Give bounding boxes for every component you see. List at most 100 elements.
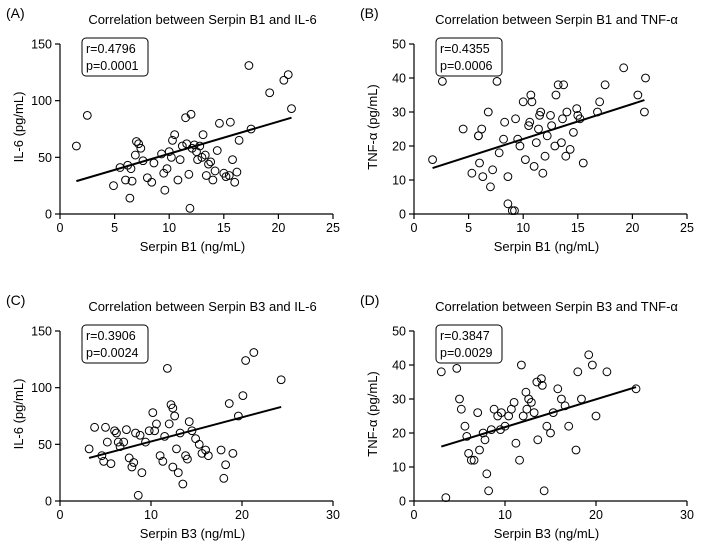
data-point [148,408,158,417]
regression-line [76,116,292,183]
y-tick-label: 40 [392,359,406,373]
data-point [185,203,195,213]
data-point [522,404,532,414]
x-tick-label: 5 [111,221,118,235]
panel-label: (A) [6,5,25,21]
data-point [191,434,200,444]
data-point [509,398,519,407]
data-point [546,428,555,438]
x-tick-label: 25 [326,221,340,235]
x-tick-label: 5 [465,221,472,235]
data-point [221,460,231,470]
chart-title: Correlation between Serpin B1 and IL-6 [88,12,316,27]
stats-r: r=0.3906 [86,329,136,343]
x-tick-label: 10 [498,508,512,522]
data-point [215,118,224,128]
data-point [466,455,476,465]
data-point [173,468,183,478]
data-point [228,449,238,458]
data-point [170,130,180,140]
data-point [602,367,612,377]
data-point [455,394,464,404]
data-point [572,104,582,113]
data-point [276,375,286,385]
data-point [224,171,234,180]
data-point [265,88,275,98]
data-point [127,176,137,186]
chart-title: Correlation between Serpin B3 and IL-6 [88,299,316,314]
x-tick-label: 20 [589,508,603,522]
stats-box [435,37,503,77]
data-point [553,80,563,90]
x-axis-label: Serpin B1 (ng/mL) [140,239,246,254]
data-point [462,432,472,441]
data-point [510,206,519,216]
stats-r: r=0.3847 [440,329,490,343]
data-point [515,455,524,465]
panel-a: (A) Correlation between Serpin B1 and IL-… [6,5,340,254]
data-point [175,155,185,165]
data-point [162,364,172,373]
data-point [503,199,513,209]
data-point [71,141,81,151]
y-tick-label: 20 [392,427,406,441]
data-point [437,77,447,86]
data-point [233,411,243,421]
data-point [511,114,520,124]
x-tick-label: 30 [680,508,694,522]
data-point [102,437,112,447]
data-point [486,182,495,192]
data-point [186,109,196,119]
data-point [550,141,560,151]
data-point [562,107,572,117]
data-point [204,159,213,169]
data-point [228,155,237,165]
data-point [136,143,146,153]
data-point [219,473,229,483]
data-point [641,73,650,83]
data-point [134,139,144,149]
data-point [109,181,118,191]
x-tick-label: 0 [411,508,418,522]
data-point [287,104,296,113]
y-tick-label: 100 [31,94,52,108]
y-tick-label: 10 [392,174,406,188]
data-point [101,422,110,432]
data-point [518,97,528,107]
data-point [112,428,121,438]
data-point [584,350,594,360]
data-point [113,437,123,447]
data-point [200,150,210,160]
data-point [633,90,643,100]
data-point [170,411,180,421]
data-point [529,162,539,171]
regression-line [432,99,645,170]
y-tick-label: 100 [31,381,52,395]
chart-title: Correlation between Serpin B3 and TNF-α [435,299,678,314]
x-tick-label: 10 [162,221,176,235]
data-point [158,456,168,466]
stats-p: p=0.0024 [86,346,139,360]
data-point [125,193,135,203]
data-point [194,439,204,449]
y-tick-label: 10 [392,461,406,475]
data-point [535,111,544,120]
y-axis-label: IL-6 (pg/mL) [11,379,26,450]
stats-r: r=0.4355 [440,42,490,56]
data-point [130,150,140,160]
data-point [436,367,446,377]
data-point [162,164,172,174]
panel-b: (B) Correlation between Serpin B1 and TNF… [360,5,694,254]
x-tick-label: 20 [625,221,639,235]
x-axis-label: Serpin B3 (ng/mL) [494,526,600,541]
data-point [527,97,537,107]
panel-label: (D) [360,292,379,308]
x-tick-label: 15 [571,221,585,235]
data-point [578,158,588,168]
y-axis-label: TNF-α (pg/mL) [365,84,380,170]
data-point [531,138,541,148]
data-point [224,399,234,408]
data-point [249,348,259,357]
data-point [121,175,130,185]
x-tick-label: 0 [57,508,64,522]
